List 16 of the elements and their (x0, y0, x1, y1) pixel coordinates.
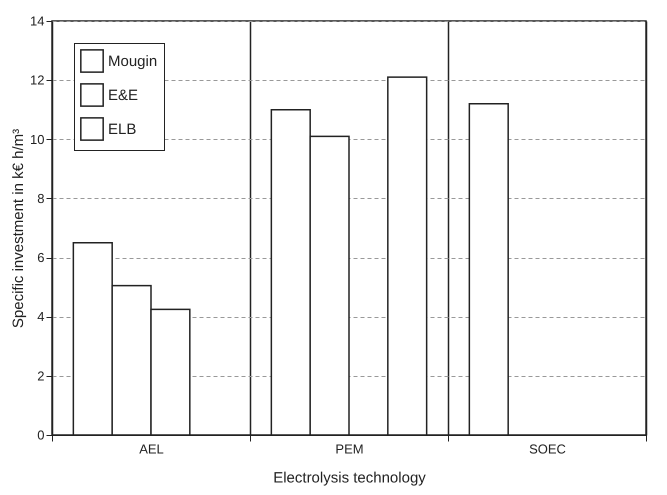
y-tick-label: 10 (30, 132, 44, 147)
legend-label: E&E (108, 87, 138, 104)
x-tick-label: AEL (139, 442, 164, 456)
x-tick-label: PEM (335, 442, 364, 456)
legend-label: ELB (108, 121, 136, 138)
legend-label: Mougin (108, 53, 158, 70)
y-tick-label: 0 (37, 428, 44, 442)
y-tick-label: 6 (37, 250, 44, 266)
y-tick-label: 4 (37, 309, 44, 324)
y-tick-label: 12 (30, 72, 44, 88)
y-axis-title: Specific investment in k€ h/m³ (10, 128, 28, 328)
y-tick-label: 8 (37, 190, 44, 206)
y-tick-label: 14 (30, 14, 44, 28)
x-tick-label: SOEC (529, 442, 566, 456)
y-tick-label: 2 (37, 368, 44, 384)
x-axis-title: Electrolysis technology (273, 470, 426, 486)
